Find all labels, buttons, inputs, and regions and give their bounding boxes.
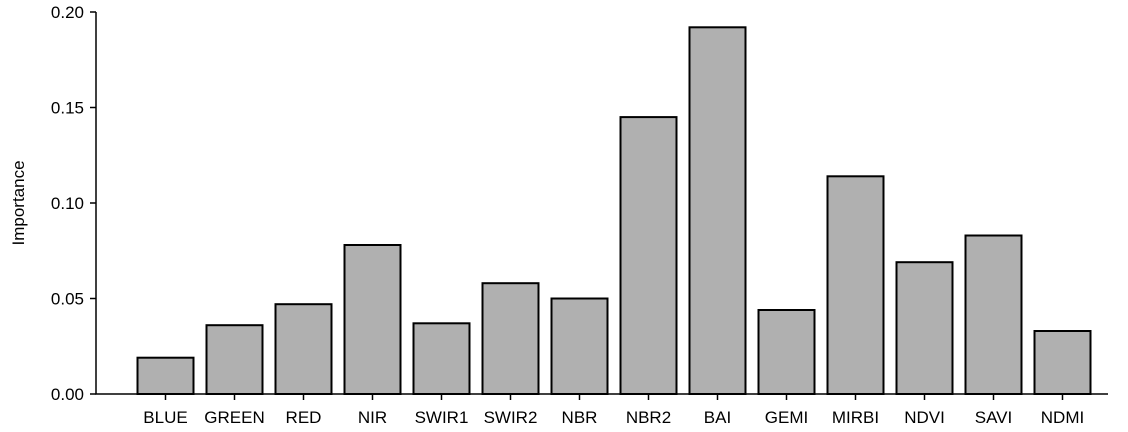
y-tick-label: 0.15 <box>51 99 84 118</box>
x-tick-label: SWIR2 <box>484 408 538 427</box>
bar-blue <box>136 356 195 396</box>
y-tick-label: 0.20 <box>51 3 84 22</box>
bar-swir2 <box>481 282 540 396</box>
y-tick-label: 0.10 <box>51 194 84 213</box>
x-tick-label: SAVI <box>975 408 1012 427</box>
x-tick-label: MIRBI <box>832 408 879 427</box>
bar-red <box>274 303 333 396</box>
bar-bai <box>688 26 747 396</box>
x-tick-label: NDVI <box>904 408 945 427</box>
bar-ndmi <box>1033 330 1092 395</box>
x-tick-label: GREEN <box>204 408 264 427</box>
y-axis: 0.00 0.05 0.10 0.15 0.20 <box>51 3 1108 404</box>
x-axis: BLUE GREEN RED NIR SWIR1 SWIR2 NBR NBR2 BAI GEMI M… <box>143 394 1084 427</box>
x-tick-label: BAI <box>704 408 731 427</box>
x-tick-label: NBR <box>562 408 598 427</box>
bar-swir1 <box>412 322 471 395</box>
bar-savi <box>964 234 1023 395</box>
bar-nbr <box>550 297 609 395</box>
bar-ndvi <box>895 261 954 396</box>
bar-green <box>205 324 264 396</box>
y-tick-label: 0.00 <box>51 385 84 404</box>
x-tick-label: NIR <box>358 408 387 427</box>
y-tick-label: 0.05 <box>51 290 84 309</box>
x-tick-label: RED <box>286 408 322 427</box>
x-tick-label: NDMI <box>1041 408 1084 427</box>
x-tick-label: NBR2 <box>626 408 671 427</box>
bar-nbr2 <box>619 116 678 395</box>
x-tick-label: GEMI <box>765 408 808 427</box>
y-axis-label: Importance <box>9 160 28 245</box>
bars-group <box>136 26 1092 396</box>
x-tick-label: BLUE <box>143 408 187 427</box>
bar-gemi <box>757 309 816 395</box>
bar-mirbi <box>826 175 885 395</box>
bar-nir <box>343 244 402 395</box>
x-tick-label: SWIR1 <box>415 408 469 427</box>
